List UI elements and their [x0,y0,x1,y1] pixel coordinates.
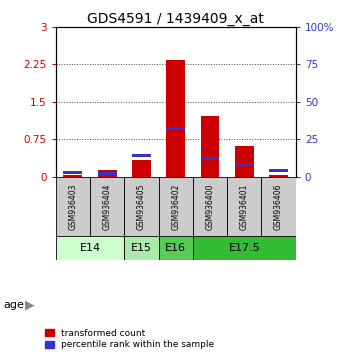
Bar [269,176,288,177]
FancyBboxPatch shape [262,177,296,236]
Bar [201,156,219,160]
Bar [64,176,82,177]
Text: age: age [3,300,24,310]
Text: GSM936406: GSM936406 [274,183,283,230]
Text: ▶: ▶ [25,299,35,312]
Bar [235,164,254,166]
Bar [269,170,288,172]
Text: GSM936402: GSM936402 [171,183,180,230]
Bar [235,146,254,177]
FancyBboxPatch shape [124,177,159,236]
Bar [64,171,82,174]
Bar [132,160,151,177]
Bar [201,116,219,177]
Title: GDS4591 / 1439409_x_at: GDS4591 / 1439409_x_at [87,12,264,25]
Text: GSM936404: GSM936404 [103,183,112,230]
FancyBboxPatch shape [159,177,193,236]
FancyBboxPatch shape [56,236,124,260]
Bar [166,60,185,177]
FancyBboxPatch shape [124,236,159,260]
Bar [98,172,117,176]
Text: GSM936400: GSM936400 [206,183,215,230]
FancyBboxPatch shape [159,236,193,260]
Text: GSM936403: GSM936403 [68,183,77,230]
Text: E15: E15 [131,243,152,253]
FancyBboxPatch shape [56,177,90,236]
Text: GSM936405: GSM936405 [137,183,146,230]
Text: E16: E16 [165,243,186,253]
FancyBboxPatch shape [227,177,262,236]
FancyBboxPatch shape [90,177,124,236]
FancyBboxPatch shape [193,236,296,260]
Text: E14: E14 [79,243,101,253]
Bar [98,170,117,177]
Text: E17.5: E17.5 [228,243,260,253]
Legend: transformed count, percentile rank within the sample: transformed count, percentile rank withi… [45,329,214,349]
Bar [166,127,185,130]
FancyBboxPatch shape [193,177,227,236]
Bar [132,154,151,158]
Text: GSM936401: GSM936401 [240,183,249,230]
